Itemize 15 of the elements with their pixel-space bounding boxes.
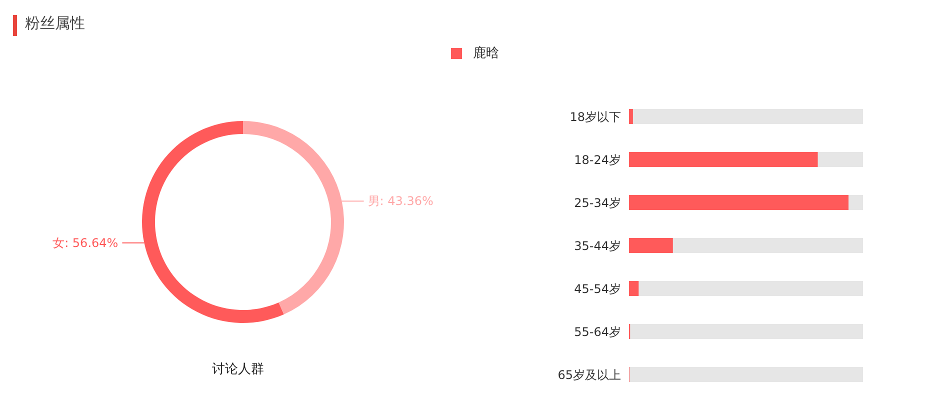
bar [629, 109, 633, 124]
text: 讨论人群 [211, 361, 265, 378]
y-tick-label: 18岁以下 [570, 110, 621, 124]
chart-title: 粉丝属性 [25, 14, 85, 33]
y-tick-label: 65岁及以上 [558, 368, 621, 382]
y-tick-label: 45-54岁 [574, 282, 621, 296]
y-tick-label: 35-44岁 [574, 238, 621, 253]
y-tick-label: 25-34岁 [574, 196, 621, 210]
bar [629, 281, 639, 296]
legend-label: 鹿晗 [473, 45, 499, 62]
y-tick-label: 55-64岁 [574, 324, 621, 339]
slice-label: 男: 43.36% [368, 194, 434, 208]
bar [629, 238, 673, 253]
slice-label: 女: 56.64% [52, 236, 118, 250]
y-tick-label: 18-24岁 [574, 152, 621, 167]
